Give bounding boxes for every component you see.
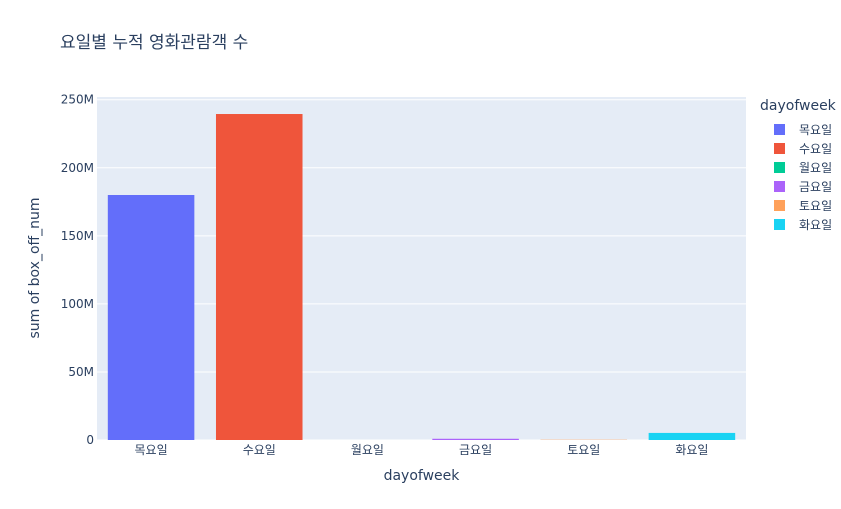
x-axis-label: dayofweek (383, 468, 460, 484)
legend-item[interactable]: 화요일 (760, 215, 836, 234)
legend-title: dayofweek (760, 98, 836, 114)
y-tick-label: 50M (68, 365, 94, 379)
bar (107, 195, 195, 440)
y-tick-label: 200M (61, 161, 94, 175)
legend-label: 금요일 (799, 180, 833, 194)
x-tick-label: 금요일 (459, 443, 492, 457)
legend-label: 토요일 (799, 199, 833, 213)
y-tick-label: 250M (61, 93, 94, 107)
x-tick-label: 토요일 (567, 443, 600, 457)
x-tick-label: 목요일 (135, 443, 168, 457)
bar (648, 432, 736, 440)
bar (215, 114, 303, 440)
bar (432, 438, 519, 440)
legend-label: 화요일 (799, 218, 833, 232)
legend-item[interactable]: 월요일 (760, 158, 836, 177)
legend-swatch (774, 219, 785, 230)
y-tick-label: 100M (61, 297, 94, 311)
y-axis-label: sum of box_off_num (27, 197, 43, 339)
y-tick-label: 0 (86, 433, 94, 447)
y-tick-label: 150M (61, 229, 94, 243)
legend-item[interactable]: 목요일 (760, 120, 836, 139)
legend-label: 수요일 (799, 142, 833, 156)
legend-swatch (774, 162, 785, 173)
plot-background (97, 97, 746, 440)
legend-label: 월요일 (799, 161, 833, 175)
legend-item[interactable]: 수요일 (760, 139, 836, 158)
x-tick-label: 월요일 (351, 443, 384, 457)
legend-swatch (774, 200, 785, 211)
x-tick-label: 수요일 (243, 443, 276, 457)
x-tick-label: 화요일 (675, 443, 708, 457)
legend-swatch (774, 124, 785, 135)
chart-title: 요일별 누적 영화관람객 수 (60, 33, 249, 53)
legend-swatch (774, 143, 785, 154)
legend-item[interactable]: 금요일 (760, 177, 836, 196)
legend-swatch (774, 181, 785, 192)
legend-item[interactable]: 토요일 (760, 196, 836, 215)
legend-label: 목요일 (799, 123, 833, 137)
